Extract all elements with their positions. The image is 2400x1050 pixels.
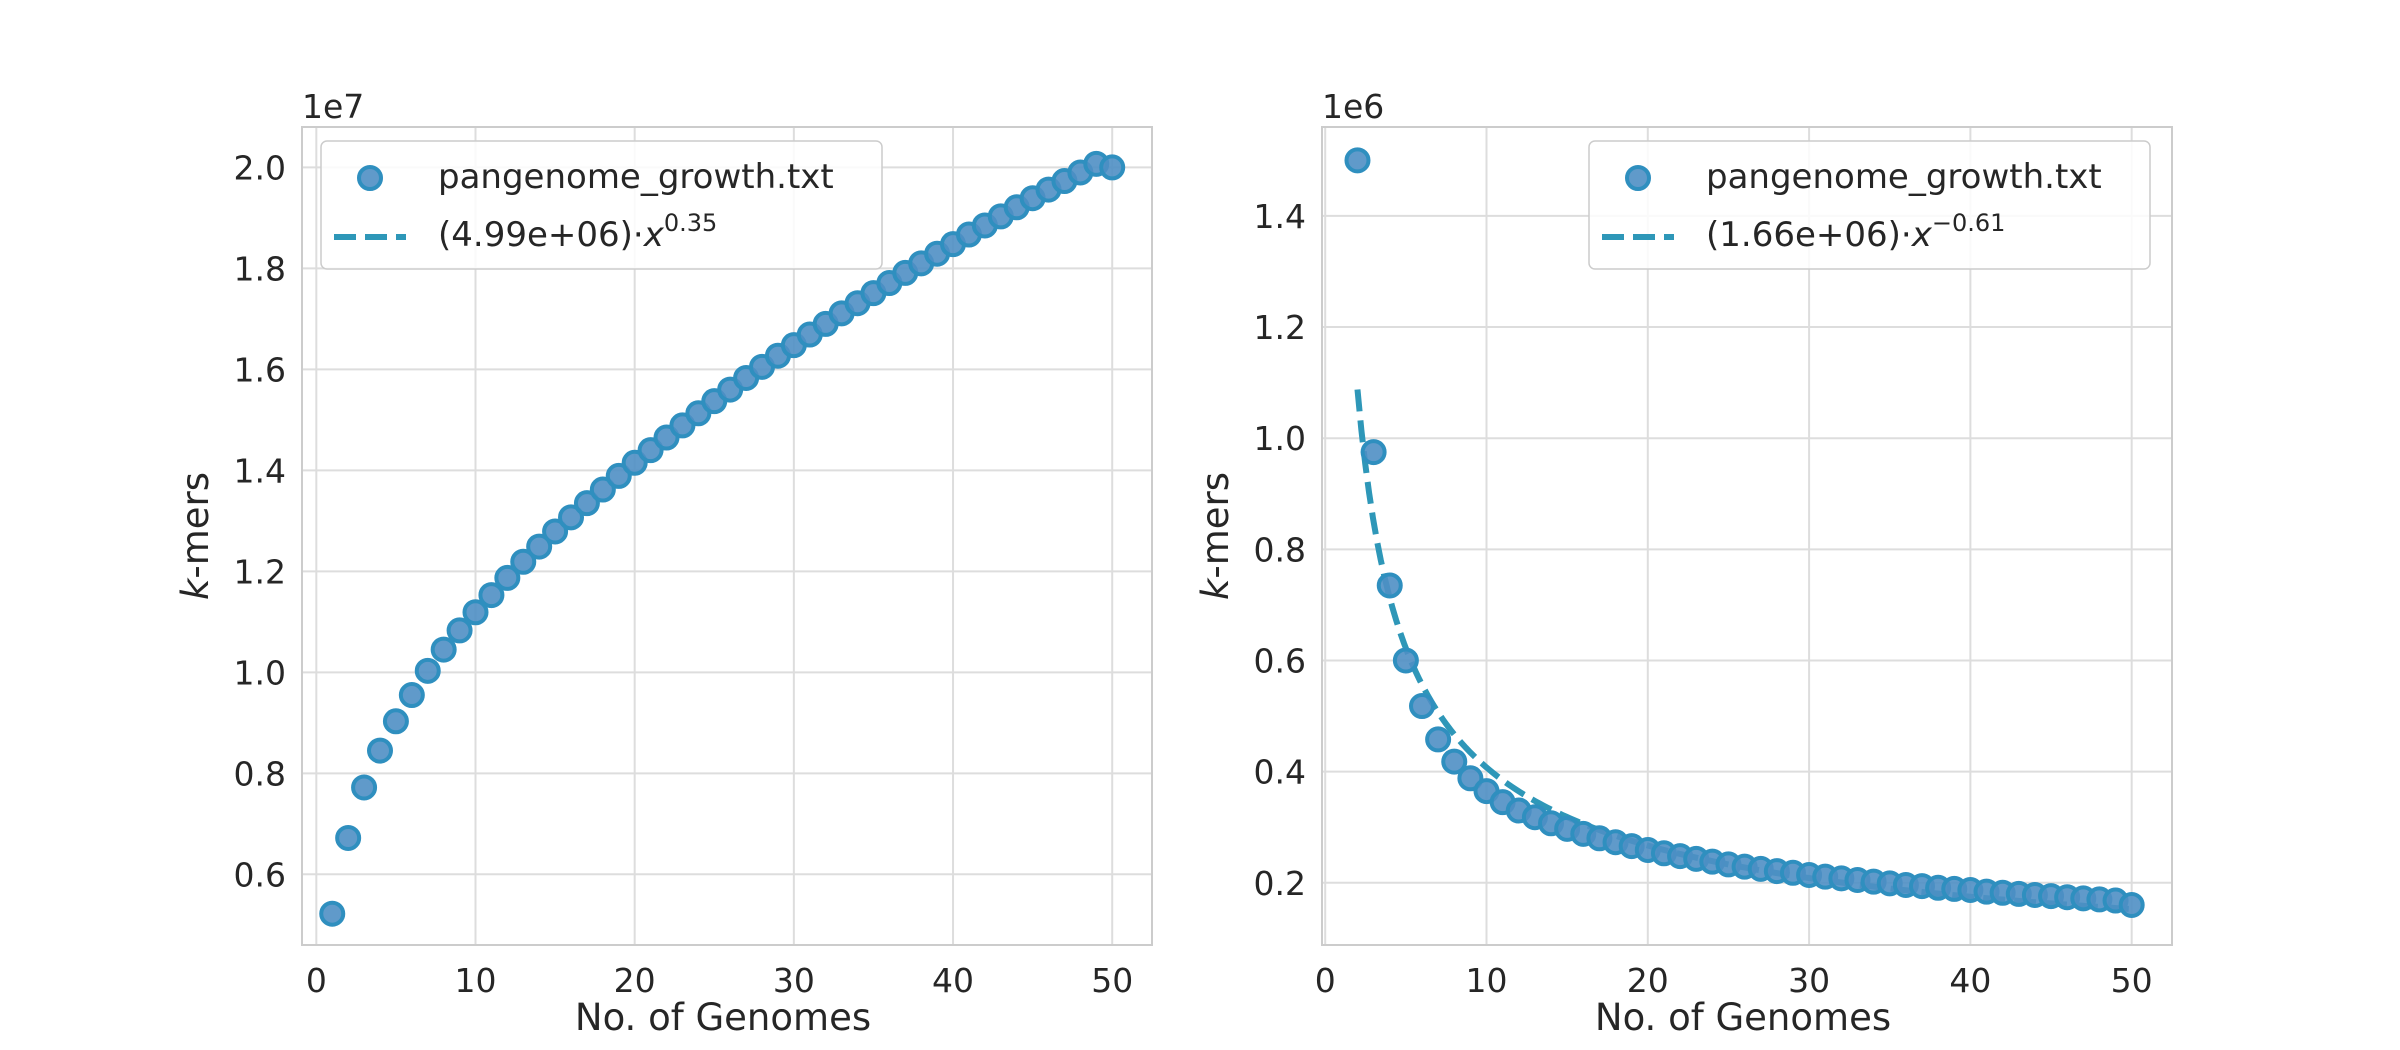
right-axes-spines — [1321, 126, 2173, 946]
left-y-label-rest: -mers — [174, 472, 217, 579]
right-x-axis-label: No. of Genomes — [1595, 996, 1891, 1039]
right-y-label-rest: -mers — [1194, 472, 1237, 579]
right-x-tick-label: 50 — [2111, 961, 2153, 1000]
left-data-point — [558, 504, 585, 531]
left-y-tick-label: 0.8 — [234, 754, 286, 793]
left-y-tick-label: 1.0 — [234, 653, 286, 692]
right-legend-series-label: pangenome_growth.txt — [1706, 157, 2102, 197]
left-data-point — [542, 518, 569, 545]
left-x-tick-label: 30 — [773, 961, 815, 1000]
right-data-point — [1425, 726, 1452, 753]
right-y-label-italic: k — [1194, 577, 1237, 600]
right-x-tick-label: 30 — [1788, 961, 1830, 1000]
left-y-tick-labels: 0.6 0.8 1.0 1.2 1.4 1.6 1.8 2.0 — [234, 148, 286, 894]
right-y-tick-label: 1.0 — [1254, 419, 1306, 458]
right-x-tick-labels: 0 10 20 30 40 50 — [1315, 961, 2153, 1000]
right-y-tick-label: 0.2 — [1254, 864, 1306, 903]
left-data-point — [589, 476, 616, 503]
left-data-point — [1099, 154, 1126, 181]
left-scatter-points — [319, 150, 1126, 927]
right-y-axis-label: k-mers — [1194, 472, 1237, 600]
right-data-point — [1392, 647, 1419, 674]
left-data-point — [366, 737, 393, 764]
left-y-tick-label: 1.8 — [234, 249, 286, 288]
right-chart: 0 10 20 30 40 50 0.2 0.4 0.6 0.8 1.0 1.2 1.4 1e6 No… — [1194, 87, 2173, 1039]
left-legend-series-label: pangenome_growth.txt — [438, 157, 834, 197]
left-legend-fit-label: (4.99e+06)·x0.35 — [438, 209, 717, 255]
right-y-tick-label: 0.8 — [1254, 530, 1306, 569]
right-scatter-points — [1344, 147, 2145, 918]
right-data-point — [1376, 572, 1403, 599]
left-x-tick-label: 10 — [455, 961, 497, 1000]
right-y-tick-label: 0.6 — [1254, 641, 1306, 680]
left-y-tick-label: 0.6 — [234, 855, 286, 894]
left-y-tick-label: 2.0 — [234, 148, 286, 187]
left-y-tick-label: 1.2 — [234, 552, 286, 591]
left-chart: 0 10 20 30 40 50 0.6 0.8 1.0 1.2 1.4 1.6 1.8 2.0 1e7… — [174, 87, 1153, 1039]
left-legend-marker — [357, 165, 383, 191]
left-data-point — [462, 599, 489, 626]
left-data-point — [398, 682, 425, 709]
right-legend: pangenome_growth.txt (1.66e+06)·x−0.61 — [1588, 140, 2151, 270]
left-data-point — [335, 824, 362, 851]
right-data-point — [1344, 147, 1371, 174]
right-data-point — [2118, 891, 2145, 918]
left-data-point — [573, 490, 600, 517]
left-data-point — [526, 533, 553, 560]
left-y-tick-label: 1.4 — [234, 451, 286, 490]
right-y-tick-label: 1.4 — [1254, 197, 1306, 236]
right-y-tick-labels: 0.2 0.4 0.6 0.8 1.0 1.2 1.4 — [1254, 197, 1306, 903]
right-axes-frame — [1321, 126, 2173, 946]
right-data-point — [1441, 748, 1468, 775]
left-x-axis-label: No. of Genomes — [575, 996, 871, 1039]
left-x-tick-label: 40 — [932, 961, 974, 1000]
left-data-point — [494, 564, 521, 591]
left-y-axis-label: k-mers — [174, 472, 217, 600]
right-x-tick-label: 10 — [1466, 961, 1508, 1000]
right-data-point — [1360, 439, 1387, 466]
left-data-point — [414, 657, 441, 684]
right-x-tick-label: 20 — [1627, 961, 1669, 1000]
right-data-point — [1409, 693, 1435, 720]
right-x-tick-label: 0 — [1315, 961, 1336, 1000]
left-x-tick-labels: 0 10 20 30 40 50 — [306, 961, 1133, 1000]
right-y-tick-label: 0.4 — [1254, 753, 1306, 792]
right-x-tick-label: 40 — [1949, 961, 1991, 1000]
left-y-label-italic: k — [174, 577, 217, 600]
left-data-point — [319, 900, 346, 927]
right-offset-text: 1e6 — [1322, 87, 1384, 126]
left-x-tick-label: 0 — [306, 961, 327, 1000]
left-axes-frame — [301, 126, 1153, 946]
left-axes-spines — [301, 126, 1153, 946]
right-y-tick-label: 1.2 — [1254, 308, 1306, 347]
left-legend-box — [320, 140, 883, 270]
left-data-point — [351, 774, 378, 801]
left-data-point — [446, 617, 473, 644]
right-legend-box — [1588, 140, 2151, 270]
left-offset-text: 1e7 — [302, 87, 364, 126]
left-legend: pangenome_growth.txt (4.99e+06)·x0.35 — [320, 140, 883, 270]
left-x-tick-label: 20 — [614, 961, 656, 1000]
left-data-point — [382, 708, 409, 735]
right-legend-fit-label: (1.66e+06)·x−0.61 — [1706, 209, 2005, 255]
left-y-tick-label: 1.6 — [234, 350, 286, 389]
left-data-point — [430, 636, 457, 663]
right-legend-marker — [1625, 165, 1651, 191]
left-data-point — [478, 582, 505, 609]
left-x-tick-label: 50 — [1091, 961, 1133, 1000]
left-data-point — [510, 548, 537, 575]
